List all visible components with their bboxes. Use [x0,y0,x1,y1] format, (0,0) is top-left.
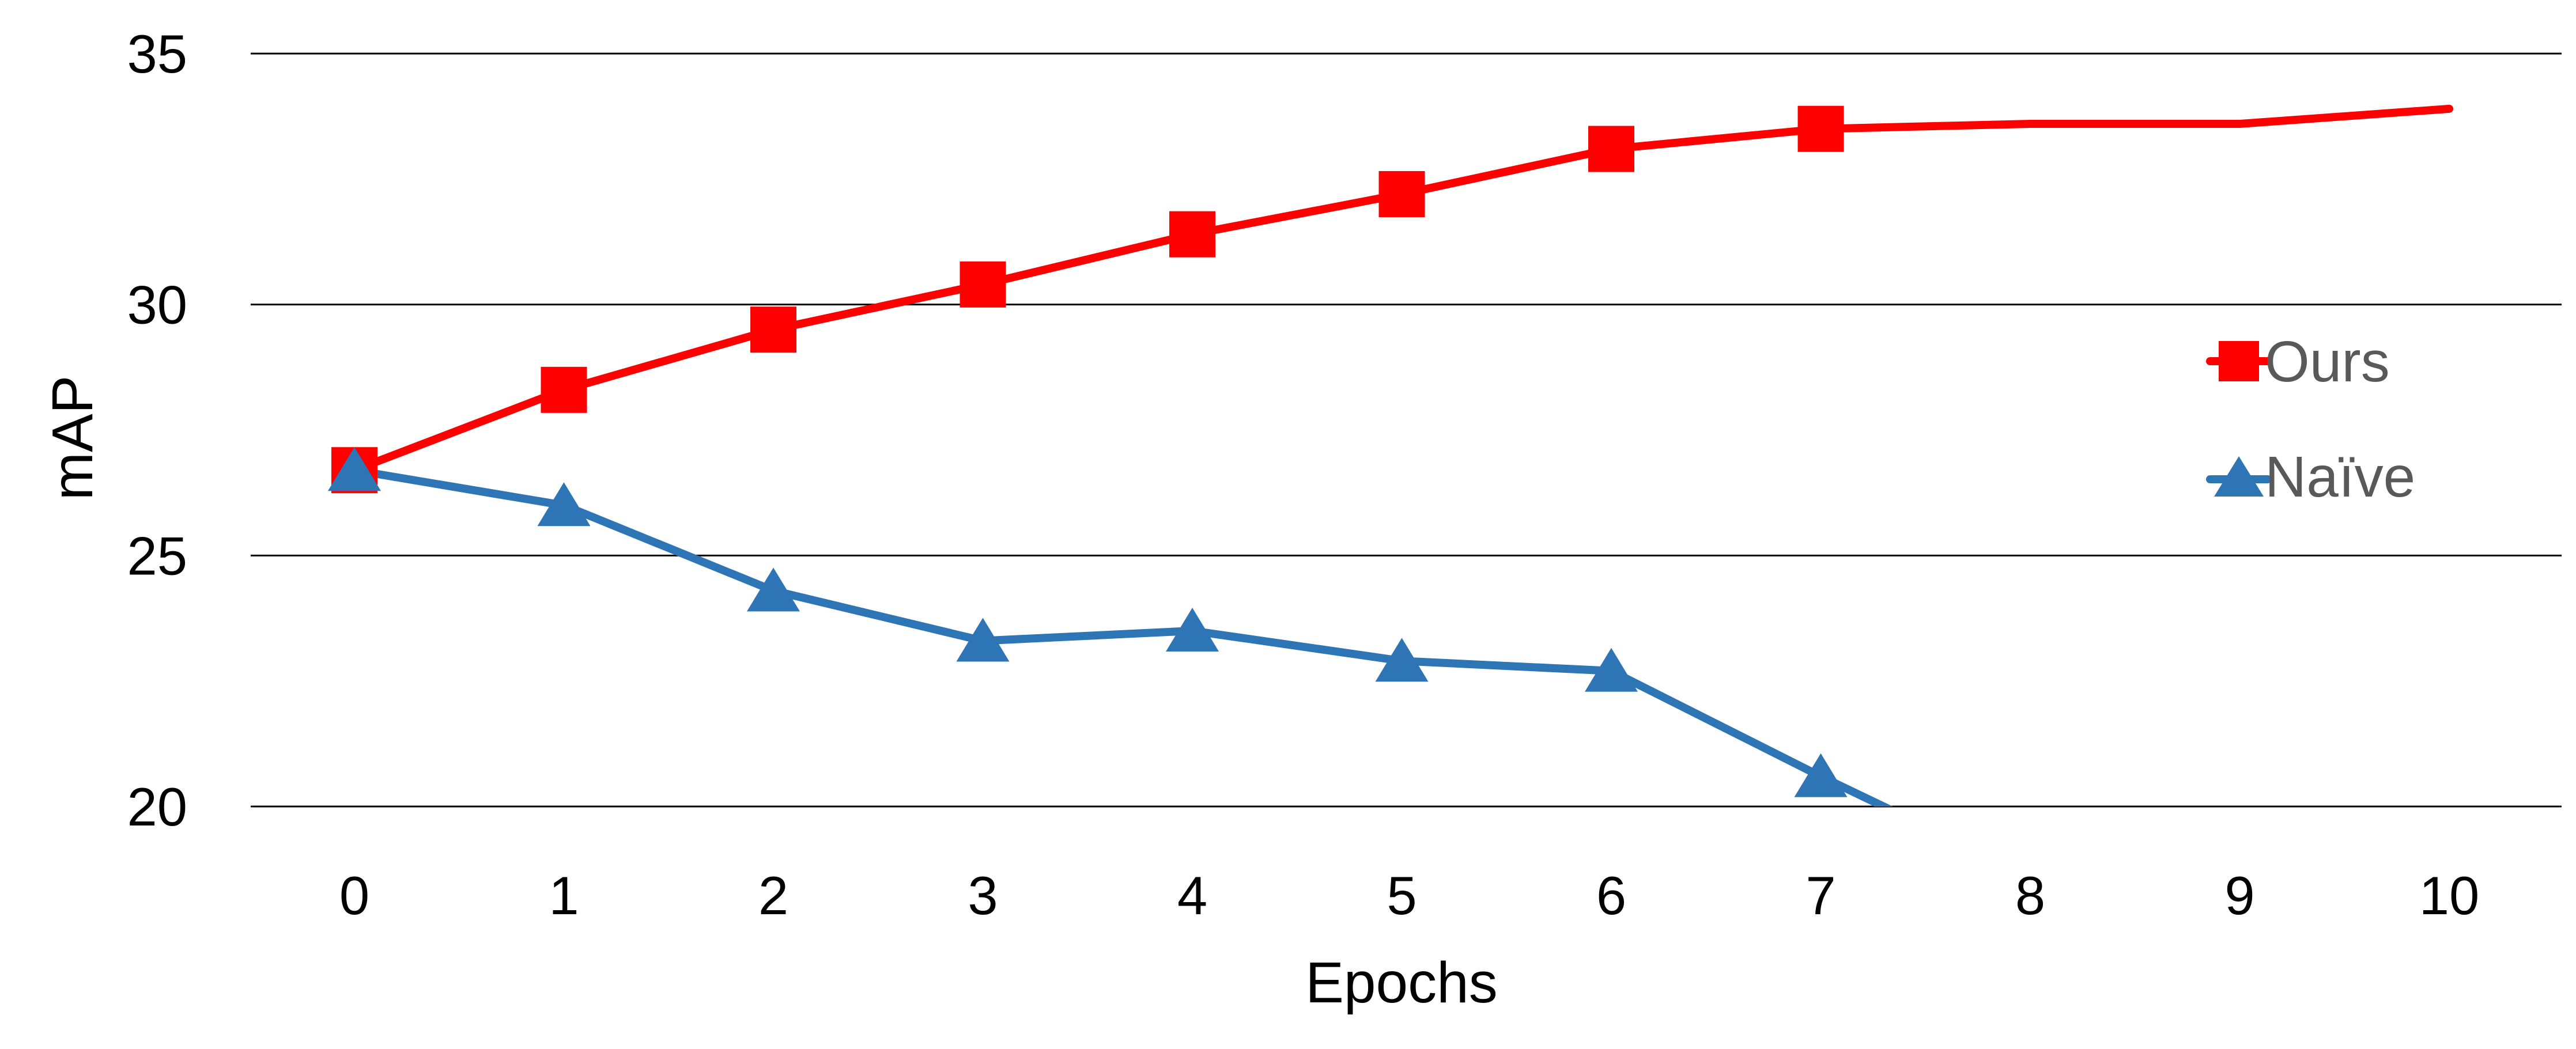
y-axis-ticks: 20 25 30 35 [127,24,187,837]
point-marker-ours [960,261,1006,308]
series-markers [328,105,1848,797]
y-tick-label: 20 [127,777,187,837]
legend: Ours Naïve [2206,330,2415,509]
x-tick-label: 9 [2224,865,2254,926]
point-marker-ours [1169,211,1215,257]
point-marker-naive [328,447,381,491]
y-tick-label: 35 [127,24,187,84]
x-tick-label: 5 [1387,865,1417,926]
x-axis-ticks: 0 1 2 3 4 5 6 7 8 9 10 [339,865,2479,926]
point-marker-naive [1794,753,1848,797]
x-axis-title: Epochs [1305,950,1498,1015]
gridlines [251,52,2562,808]
series-lines [350,104,2453,806]
x-tick-label: 2 [758,865,788,926]
legend-square-marker-icon [2219,341,2259,381]
legend-label-naive: Naïve [2265,445,2415,509]
y-tick-label: 25 [127,525,187,586]
series-line-naive [350,466,1893,806]
x-tick-label: 3 [968,865,998,926]
legend-item-ours: Ours [2206,330,2390,394]
legend-item-naive: Naïve [2206,445,2415,509]
point-marker-naive [1375,638,1429,682]
point-marker-ours [541,366,587,413]
x-tick-label: 6 [1596,865,1626,926]
series-line-ours [350,104,2453,475]
x-tick-label: 10 [2419,865,2480,926]
y-tick-label: 30 [127,275,187,335]
point-marker-naive [747,567,800,612]
x-tick-label: 0 [339,865,369,926]
point-marker-ours [750,306,796,353]
legend-triangle-marker-icon [2214,456,2264,497]
y-axis-title: mAP [40,376,105,501]
x-tick-label: 7 [1806,865,1835,926]
legend-label-ours: Ours [2265,330,2390,394]
x-tick-label: 4 [1177,865,1207,926]
point-marker-naive [1585,647,1638,692]
point-marker-naive [956,618,1010,662]
point-marker-ours [1378,171,1425,217]
point-marker-naive [537,482,591,527]
point-marker-naive [1166,608,1219,652]
point-marker-ours [1797,105,1844,152]
point-marker-ours [1588,126,1634,172]
x-tick-label: 8 [2015,865,2045,926]
x-tick-label: 1 [549,865,579,926]
